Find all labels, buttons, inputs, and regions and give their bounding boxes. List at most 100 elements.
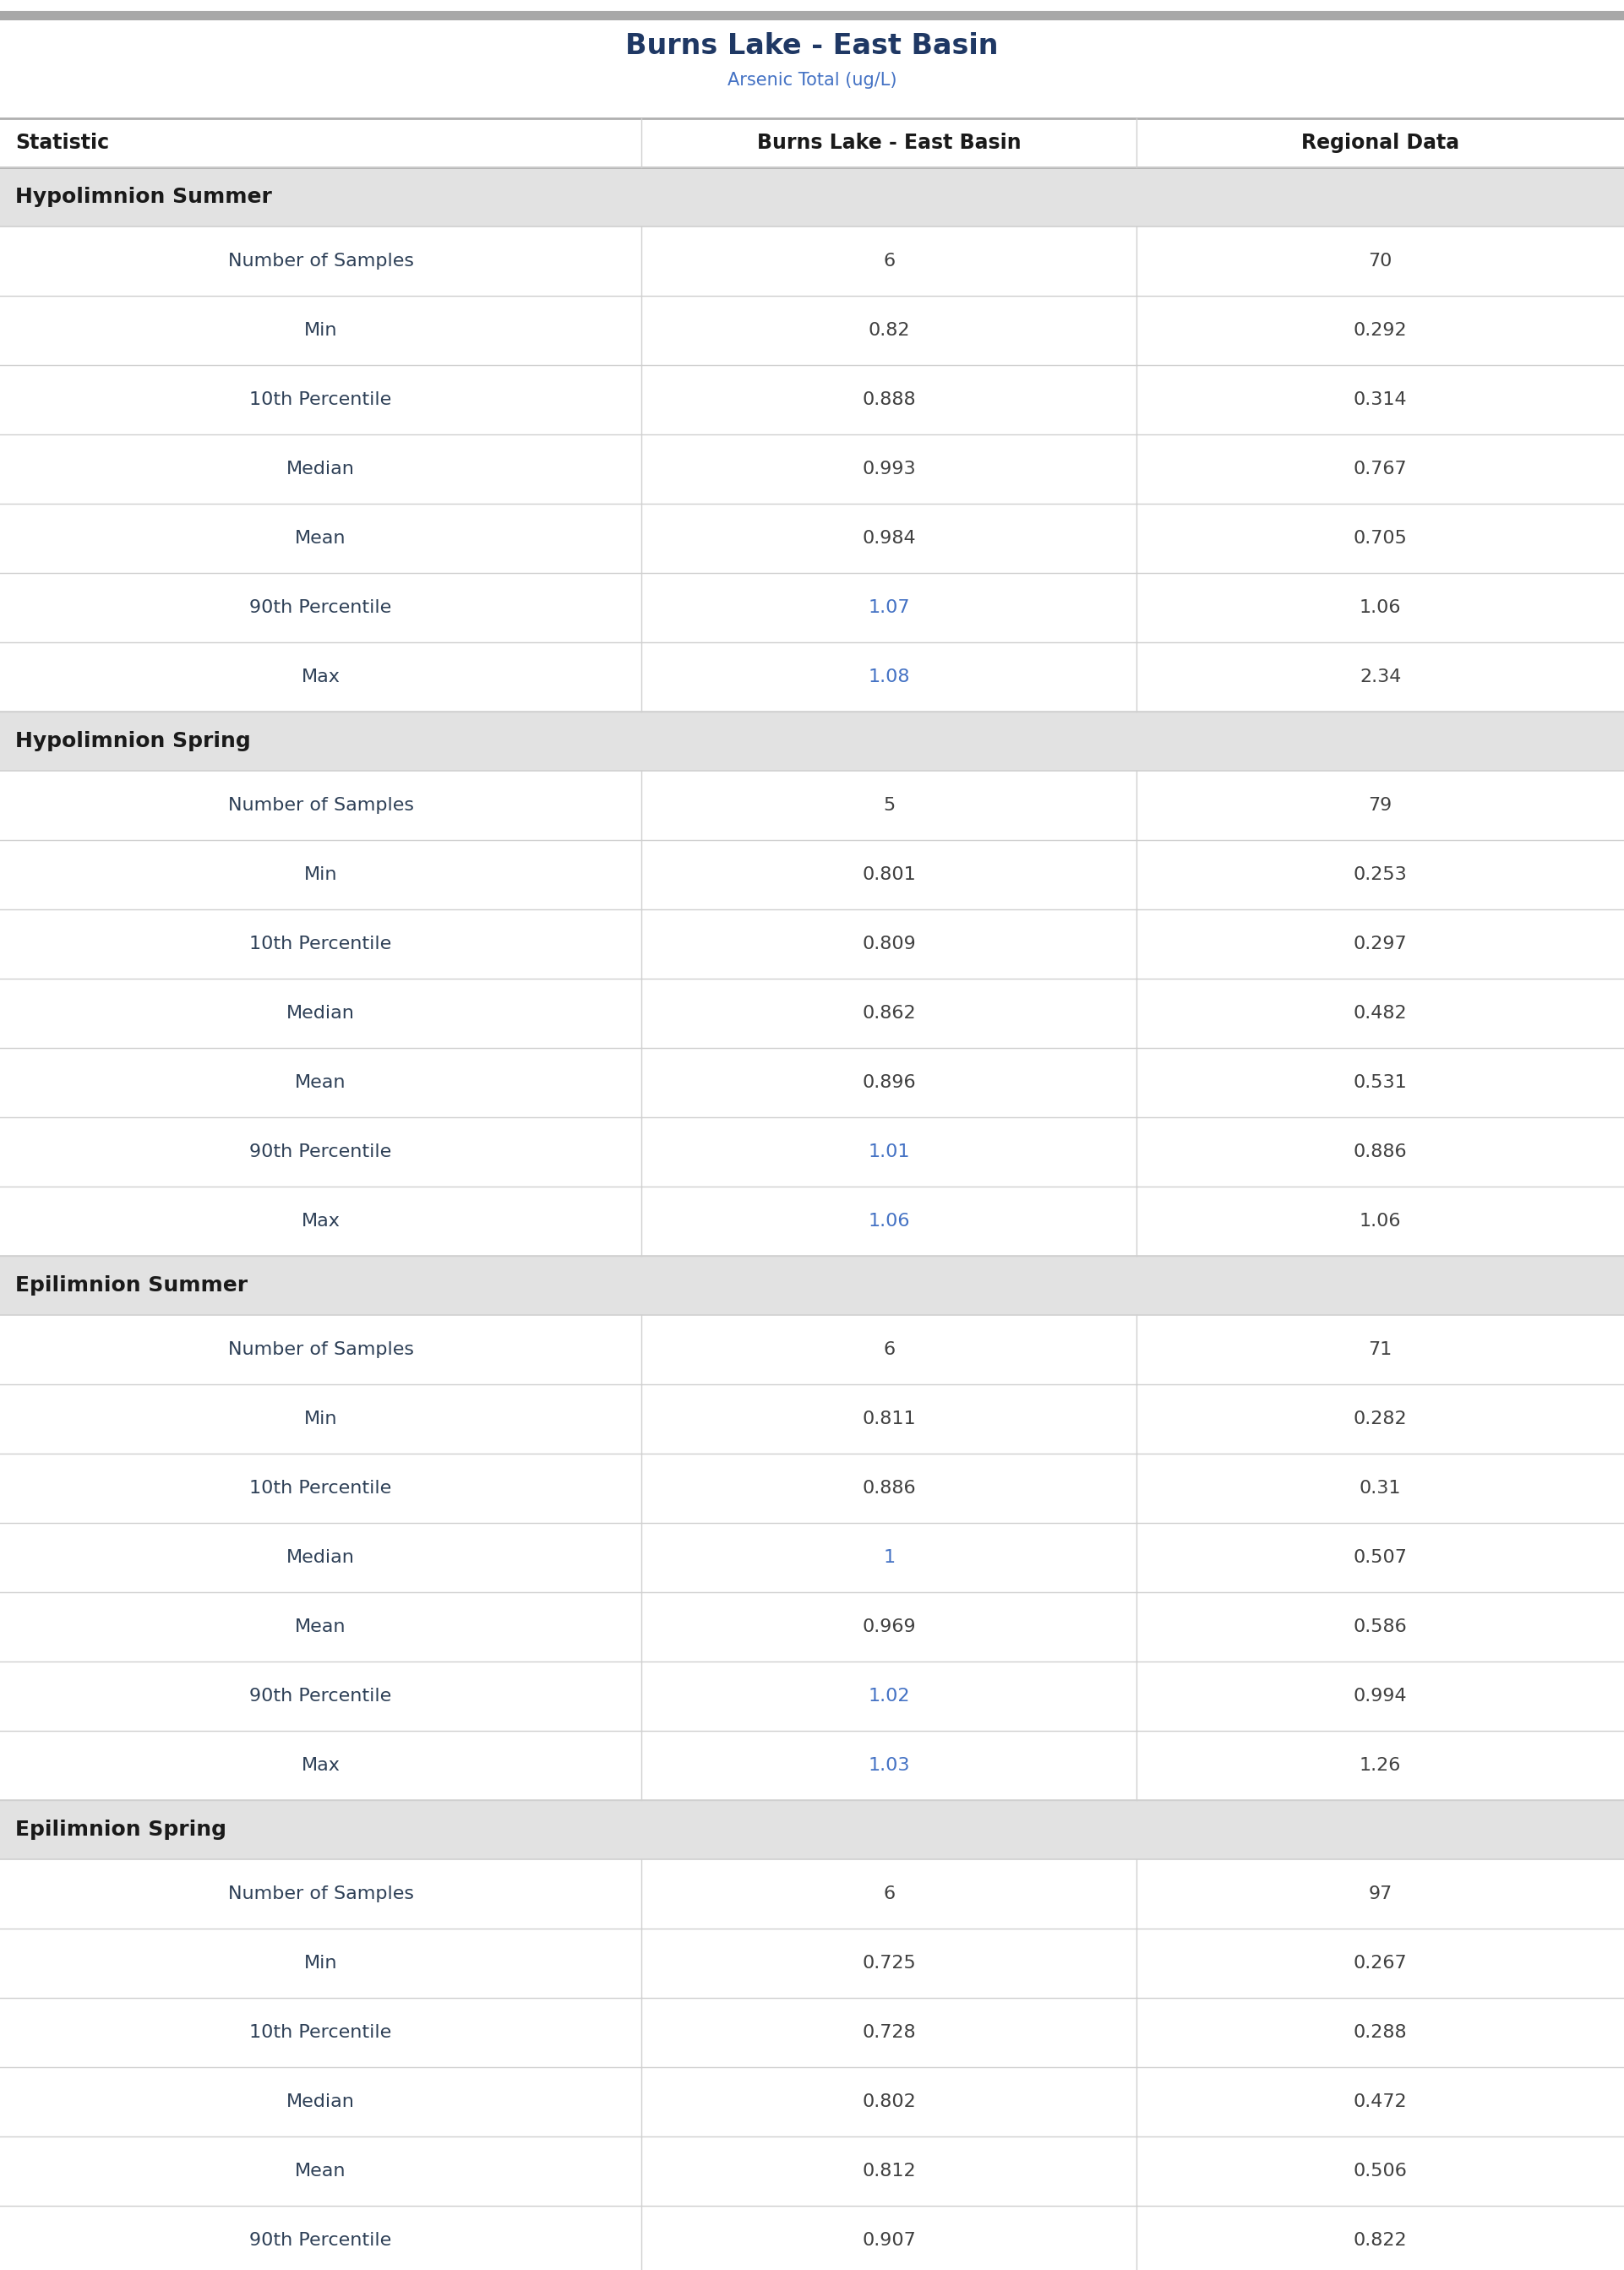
Text: 10th Percentile: 10th Percentile bbox=[250, 1480, 391, 1496]
Text: 0.907: 0.907 bbox=[862, 2231, 916, 2250]
Bar bbox=[0, 1385, 1624, 1453]
Text: 0.82: 0.82 bbox=[869, 322, 909, 338]
Text: 5: 5 bbox=[883, 797, 895, 815]
Text: Regional Data: Regional Data bbox=[1301, 132, 1460, 152]
Text: 1.06: 1.06 bbox=[869, 1212, 909, 1230]
Bar bbox=[0, 642, 1624, 711]
Text: Burns Lake - East Basin: Burns Lake - East Basin bbox=[625, 32, 999, 61]
Text: Hypolimnion Summer: Hypolimnion Summer bbox=[15, 186, 271, 207]
Text: Mean: Mean bbox=[296, 1619, 346, 1634]
Text: 0.267: 0.267 bbox=[1353, 1954, 1408, 1973]
Text: 10th Percentile: 10th Percentile bbox=[250, 390, 391, 409]
Text: Min: Min bbox=[304, 1954, 338, 1973]
Text: 0.506: 0.506 bbox=[1353, 2163, 1408, 2179]
Text: 0.282: 0.282 bbox=[1353, 1410, 1408, 1428]
Text: Max: Max bbox=[302, 667, 339, 686]
Text: Arsenic Total (ug/L): Arsenic Total (ug/L) bbox=[728, 73, 896, 89]
Text: 90th Percentile: 90th Percentile bbox=[250, 1144, 391, 1160]
Text: 0.507: 0.507 bbox=[1353, 1548, 1408, 1566]
Text: 1.07: 1.07 bbox=[869, 599, 909, 615]
Text: Median: Median bbox=[286, 1548, 356, 1566]
Bar bbox=[0, 2068, 1624, 2136]
Text: 0.288: 0.288 bbox=[1353, 2025, 1408, 2041]
Text: 0.994: 0.994 bbox=[1353, 1687, 1408, 1705]
Bar bbox=[0, 1859, 1624, 1930]
Text: Hypolimnion Spring: Hypolimnion Spring bbox=[15, 731, 250, 751]
Text: 0.728: 0.728 bbox=[862, 2025, 916, 2041]
Text: 0.586: 0.586 bbox=[1353, 1619, 1408, 1634]
Text: 0.705: 0.705 bbox=[1353, 529, 1408, 547]
Text: 0.862: 0.862 bbox=[862, 1006, 916, 1021]
Bar bbox=[0, 1453, 1624, 1523]
Text: 70: 70 bbox=[1369, 252, 1392, 270]
Bar bbox=[0, 295, 1624, 365]
Text: Number of Samples: Number of Samples bbox=[227, 1886, 414, 1902]
Text: Max: Max bbox=[302, 1757, 339, 1773]
Text: 1.03: 1.03 bbox=[869, 1757, 909, 1773]
Text: Median: Median bbox=[286, 2093, 356, 2111]
Bar bbox=[0, 1930, 1624, 1998]
Bar bbox=[0, 1998, 1624, 2068]
Text: 1.01: 1.01 bbox=[869, 1144, 909, 1160]
Text: Burns Lake - East Basin: Burns Lake - East Basin bbox=[757, 132, 1021, 152]
Text: 1.06: 1.06 bbox=[1359, 1212, 1402, 1230]
Text: 0.292: 0.292 bbox=[1353, 322, 1408, 338]
Text: 0.725: 0.725 bbox=[862, 1954, 916, 1973]
Bar bbox=[0, 978, 1624, 1049]
Bar bbox=[0, 1117, 1624, 1187]
Text: Median: Median bbox=[286, 461, 356, 477]
Bar bbox=[0, 1523, 1624, 1591]
Text: 0.472: 0.472 bbox=[1353, 2093, 1408, 2111]
Text: 0.31: 0.31 bbox=[1359, 1480, 1402, 1496]
Text: 6: 6 bbox=[883, 1886, 895, 1902]
Text: 1.02: 1.02 bbox=[869, 1687, 909, 1705]
Text: 0.812: 0.812 bbox=[862, 2163, 916, 2179]
Text: 0.767: 0.767 bbox=[1353, 461, 1408, 477]
Bar bbox=[0, 1255, 1624, 1314]
Text: Min: Min bbox=[304, 1410, 338, 1428]
Text: 0.809: 0.809 bbox=[862, 935, 916, 953]
Bar bbox=[0, 2206, 1624, 2270]
Bar bbox=[0, 1314, 1624, 1385]
Text: 6: 6 bbox=[883, 1342, 895, 1357]
Text: 1.06: 1.06 bbox=[1359, 599, 1402, 615]
Text: 0.531: 0.531 bbox=[1353, 1074, 1408, 1092]
Text: Min: Min bbox=[304, 867, 338, 883]
Text: 0.993: 0.993 bbox=[862, 461, 916, 477]
Text: 0.984: 0.984 bbox=[862, 529, 916, 547]
Text: 0.886: 0.886 bbox=[862, 1480, 916, 1496]
Text: 1.26: 1.26 bbox=[1359, 1757, 1402, 1773]
Text: Number of Samples: Number of Samples bbox=[227, 1342, 414, 1357]
Bar bbox=[0, 772, 1624, 840]
Text: 0.822: 0.822 bbox=[1353, 2231, 1408, 2250]
Text: 0.888: 0.888 bbox=[862, 390, 916, 409]
Text: 0.253: 0.253 bbox=[1353, 867, 1408, 883]
Bar bbox=[0, 1591, 1624, 1662]
Text: Mean: Mean bbox=[296, 529, 346, 547]
Text: Epilimnion Summer: Epilimnion Summer bbox=[15, 1276, 248, 1296]
Bar bbox=[0, 1800, 1624, 1859]
Text: 97: 97 bbox=[1369, 1886, 1392, 1902]
Text: 0.802: 0.802 bbox=[862, 2093, 916, 2111]
Text: 0.482: 0.482 bbox=[1353, 1006, 1408, 1021]
Text: 0.969: 0.969 bbox=[862, 1619, 916, 1634]
Bar bbox=[0, 572, 1624, 642]
Text: Min: Min bbox=[304, 322, 338, 338]
Bar bbox=[0, 365, 1624, 434]
Text: 0.297: 0.297 bbox=[1353, 935, 1408, 953]
Text: 6: 6 bbox=[883, 252, 895, 270]
Bar bbox=[0, 910, 1624, 978]
Text: 0.896: 0.896 bbox=[862, 1074, 916, 1092]
Bar bbox=[0, 2136, 1624, 2206]
Bar bbox=[0, 504, 1624, 572]
Bar bbox=[0, 227, 1624, 295]
Text: Epilimnion Spring: Epilimnion Spring bbox=[15, 1821, 226, 1839]
Text: 1: 1 bbox=[883, 1548, 895, 1566]
Text: Max: Max bbox=[302, 1212, 339, 1230]
Text: 0.886: 0.886 bbox=[1353, 1144, 1408, 1160]
Text: 1.08: 1.08 bbox=[869, 667, 909, 686]
Text: 90th Percentile: 90th Percentile bbox=[250, 1687, 391, 1705]
Text: Mean: Mean bbox=[296, 1074, 346, 1092]
Bar bbox=[0, 168, 1624, 227]
Text: 2.34: 2.34 bbox=[1359, 667, 1402, 686]
